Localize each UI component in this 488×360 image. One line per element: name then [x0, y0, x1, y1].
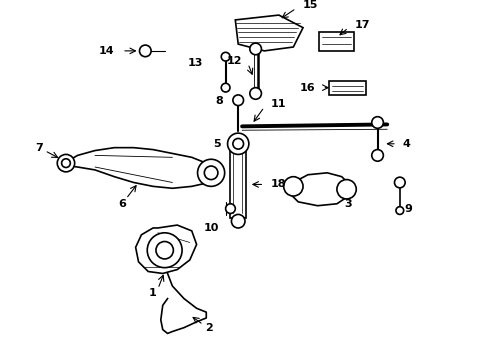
Text: 7: 7: [35, 143, 42, 153]
Polygon shape: [328, 81, 365, 95]
Circle shape: [371, 150, 383, 161]
Circle shape: [221, 83, 229, 92]
Text: 9: 9: [404, 204, 412, 213]
Text: 12: 12: [226, 55, 242, 66]
Text: 17: 17: [354, 20, 369, 30]
Circle shape: [283, 177, 303, 196]
Text: 18: 18: [270, 179, 286, 189]
Polygon shape: [319, 32, 354, 51]
Circle shape: [221, 52, 229, 61]
Circle shape: [249, 43, 261, 55]
Bar: [229, 148, 245, 218]
Text: 14: 14: [99, 46, 114, 56]
Circle shape: [249, 87, 261, 99]
Polygon shape: [235, 15, 303, 51]
Circle shape: [394, 177, 405, 188]
Text: 2: 2: [205, 323, 213, 333]
Circle shape: [232, 95, 243, 105]
Circle shape: [147, 233, 182, 267]
Circle shape: [371, 117, 383, 128]
Text: 16: 16: [299, 83, 315, 93]
Text: 10: 10: [203, 223, 219, 233]
Circle shape: [336, 180, 356, 199]
Text: 5: 5: [213, 139, 221, 149]
Circle shape: [61, 159, 70, 167]
Polygon shape: [135, 225, 196, 274]
Circle shape: [139, 45, 151, 57]
Text: 11: 11: [270, 99, 286, 109]
Circle shape: [231, 215, 244, 228]
Circle shape: [232, 139, 243, 149]
Polygon shape: [61, 148, 213, 188]
Circle shape: [156, 242, 173, 259]
Text: 1: 1: [149, 288, 157, 298]
Text: 3: 3: [344, 199, 352, 209]
Circle shape: [227, 133, 248, 154]
Text: 15: 15: [303, 0, 318, 10]
Circle shape: [204, 166, 218, 180]
Circle shape: [57, 154, 75, 172]
Text: 8: 8: [215, 96, 222, 106]
Text: 4: 4: [402, 139, 410, 149]
Circle shape: [197, 159, 224, 186]
Text: 13: 13: [187, 58, 203, 68]
Circle shape: [225, 204, 235, 213]
Circle shape: [395, 207, 403, 215]
Text: 6: 6: [118, 199, 126, 209]
